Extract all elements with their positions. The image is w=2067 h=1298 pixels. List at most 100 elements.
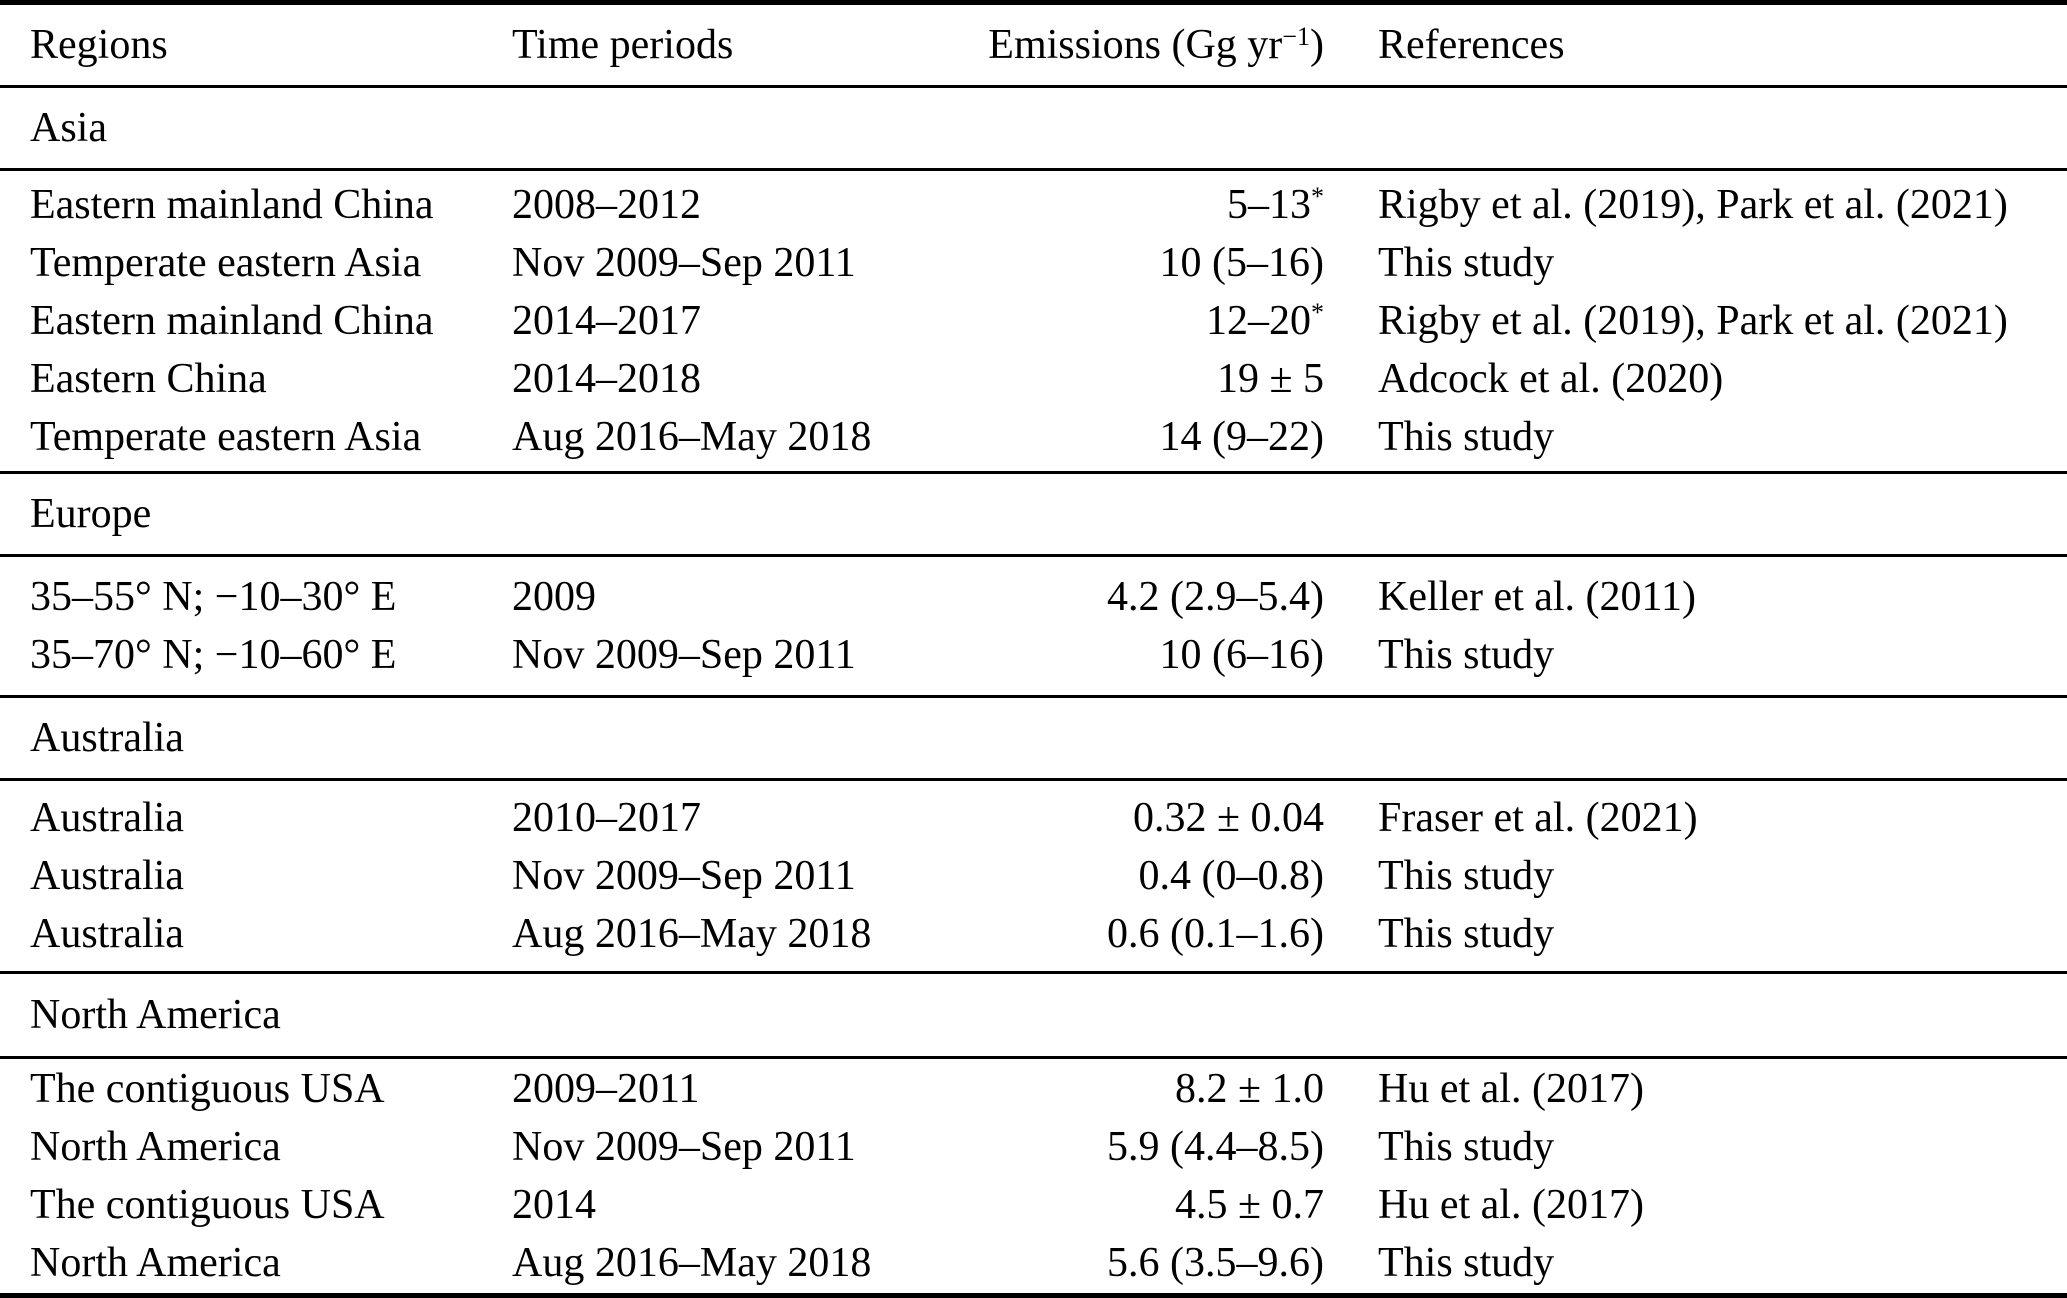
column-header-regions: Regions [30, 21, 168, 68]
emissions-value: 0.4 (0–0.8) [1138, 852, 1324, 899]
table-row: Eastern China 2014–2018 19 ± 5 Adcock et… [0, 350, 2067, 408]
references-cell: This study [1378, 1239, 1555, 1286]
emissions-cell: 14 (9–22) [940, 412, 1332, 462]
column-header-time-periods: Time periods [512, 21, 734, 68]
emissions-value: 5.9 (4.4–8.5) [1107, 1123, 1324, 1170]
time-period-cell: Nov 2009–Sep 2011 [512, 631, 856, 678]
table-row: Eastern mainland China 2014–2017 12–20* … [0, 292, 2067, 350]
emissions-value: 0.6 (0.1–1.6) [1107, 910, 1324, 957]
emissions-cell: 10 (5–16) [940, 238, 1332, 288]
table-bottom-rule [0, 1293, 2067, 1298]
emissions-header-text: Emissions (Gg yr [988, 21, 1283, 68]
section-label: Australia [30, 714, 184, 761]
region-cell: Eastern mainland China [30, 297, 434, 344]
table-row: The contiguous USA 2009–2011 8.2 ± 1.0 H… [0, 1060, 2067, 1118]
emissions-cell: 0.6 (0.1–1.6) [940, 909, 1332, 959]
section-rows-north-america: The contiguous USA 2009–2011 8.2 ± 1.0 H… [0, 1059, 2067, 1293]
section-separator-rule [0, 695, 2067, 698]
table-row: North America Nov 2009–Sep 2011 5.9 (4.4… [0, 1118, 2067, 1176]
section-header-europe: Europe [0, 474, 2067, 554]
references-cell: Fraser et al. (2021) [1378, 794, 1698, 841]
region-cell: The contiguous USA [30, 1065, 385, 1112]
table-row: Temperate eastern Asia Aug 2016–May 2018… [0, 408, 2067, 466]
time-period-cell: 2008–2012 [512, 181, 701, 228]
section-label: North America [30, 991, 281, 1038]
references-cell: This study [1378, 413, 1555, 460]
emissions-value: 4.2 (2.9–5.4) [1107, 573, 1324, 620]
time-period-cell: 2009 [512, 573, 596, 620]
time-period-cell: Aug 2016–May 2018 [512, 413, 872, 460]
emissions-cell: 5–13* [940, 180, 1332, 230]
region-cell: Eastern mainland China [30, 181, 434, 228]
table-row: The contiguous USA 2014 4.5 ± 0.7 Hu et … [0, 1176, 2067, 1234]
emissions-cell: 5.6 (3.5–9.6) [940, 1238, 1332, 1288]
table-row: Australia Nov 2009–Sep 2011 0.4 (0–0.8) … [0, 847, 2067, 905]
region-cell: Australia [30, 852, 184, 899]
table-row: Australia 2010–2017 0.32 ± 0.04 Fraser e… [0, 789, 2067, 847]
time-period-cell: Nov 2009–Sep 2011 [512, 852, 856, 899]
references-cell: Hu et al. (2017) [1378, 1181, 1644, 1228]
time-period-cell: 2010–2017 [512, 794, 701, 841]
emissions-value: 5–13 [1226, 181, 1311, 228]
emissions-value: 12–20 [1205, 297, 1311, 344]
section-rows-asia: Eastern mainland China 2008–2012 5–13* R… [0, 171, 2067, 471]
section-separator-rule [0, 778, 2067, 781]
section-rows-europe: 35–55° N; −10–30° E 2009 4.2 (2.9–5.4) K… [0, 557, 2067, 695]
time-period-cell: Nov 2009–Sep 2011 [512, 1123, 856, 1170]
region-cell: 35–70° N; −10–60° E [30, 631, 397, 678]
references-cell: This study [1378, 910, 1555, 957]
region-cell: The contiguous USA [30, 1181, 385, 1228]
table-row: Australia Aug 2016–May 2018 0.6 (0.1–1.6… [0, 905, 2067, 963]
emissions-cell: 4.5 ± 0.7 [940, 1180, 1332, 1230]
table-top-rule [0, 0, 2067, 5]
emissions-value: 19 ± 5 [1216, 355, 1324, 402]
emissions-cell: 12–20* [940, 296, 1332, 346]
references-cell: Hu et al. (2017) [1378, 1065, 1644, 1112]
section-header-australia: Australia [0, 698, 2067, 778]
emissions-value: 10 (6–16) [1159, 631, 1324, 678]
emissions-cell: 0.32 ± 0.04 [940, 793, 1332, 843]
emissions-header-exponent: −1 [1282, 21, 1310, 51]
table-row: North America Aug 2016–May 2018 5.6 (3.5… [0, 1234, 2067, 1292]
section-header-asia: Asia [0, 88, 2067, 168]
emissions-cell: 0.4 (0–0.8) [940, 851, 1332, 901]
time-period-cell: 2014–2017 [512, 297, 701, 344]
section-separator-rule [0, 1056, 2067, 1059]
section-rows-australia: Australia 2010–2017 0.32 ± 0.04 Fraser e… [0, 781, 2067, 971]
emissions-value: 8.2 ± 1.0 [1174, 1065, 1324, 1112]
header-separator-rule [0, 85, 2067, 88]
references-cell: This study [1378, 239, 1555, 286]
time-period-cell: 2014 [512, 1181, 596, 1228]
region-cell: Temperate eastern Asia [30, 413, 422, 460]
region-cell: Temperate eastern Asia [30, 239, 422, 286]
emissions-cell: 8.2 ± 1.0 [940, 1064, 1332, 1114]
references-cell: Keller et al. (2011) [1378, 573, 1696, 620]
references-cell: This study [1378, 852, 1555, 899]
emissions-asterisk: * [1310, 297, 1324, 327]
region-cell: 35–55° N; −10–30° E [30, 573, 397, 620]
emissions-asterisk: * [1310, 181, 1324, 211]
emissions-cell: 5.9 (4.4–8.5) [940, 1122, 1332, 1172]
section-separator-rule [0, 168, 2067, 171]
section-separator-rule [0, 554, 2067, 557]
references-cell: This study [1378, 631, 1555, 678]
section-header-north-america: North America [0, 974, 2067, 1056]
table-row: Temperate eastern Asia Nov 2009–Sep 2011… [0, 234, 2067, 292]
table-row: 35–55° N; −10–30° E 2009 4.2 (2.9–5.4) K… [0, 568, 2067, 626]
time-period-cell: 2009–2011 [512, 1065, 700, 1112]
emissions-header-close: ) [1310, 21, 1324, 68]
section-separator-rule [0, 971, 2067, 974]
region-cell: Australia [30, 794, 184, 841]
region-cell: North America [30, 1123, 281, 1170]
time-period-cell: 2014–2018 [512, 355, 701, 402]
emissions-value: 5.6 (3.5–9.6) [1107, 1239, 1324, 1286]
time-period-cell: Aug 2016–May 2018 [512, 1239, 872, 1286]
table-row: Eastern mainland China 2008–2012 5–13* R… [0, 176, 2067, 234]
references-cell: Rigby et al. (2019), Park et al. (2021) [1378, 181, 2008, 228]
emissions-value: 10 (5–16) [1159, 239, 1324, 286]
references-cell: Adcock et al. (2020) [1378, 355, 1724, 402]
references-cell: Rigby et al. (2019), Park et al. (2021) [1378, 297, 2008, 344]
region-cell: North America [30, 1239, 281, 1286]
column-header-references: References [1378, 21, 1565, 68]
